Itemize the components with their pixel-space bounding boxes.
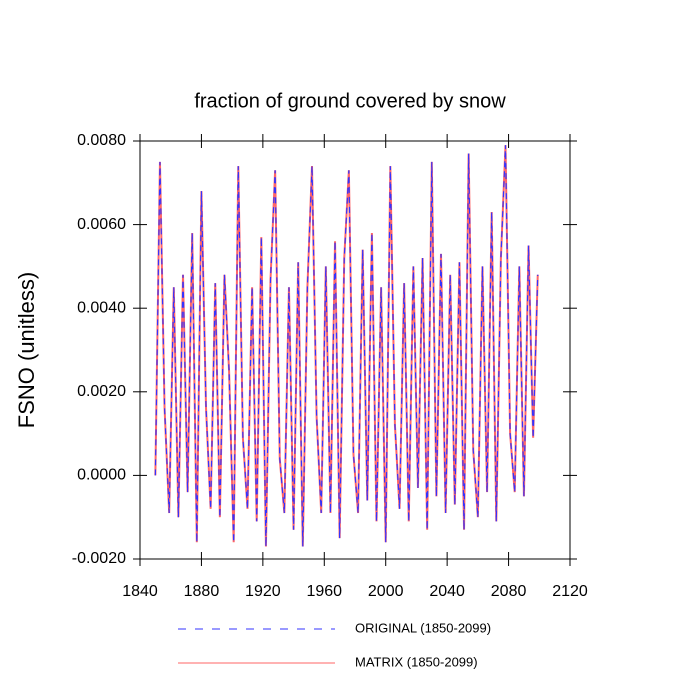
- data-line: [154, 145, 539, 547]
- y-tick-label: -0.0020: [72, 550, 126, 567]
- y-axis-label: FSNO (unitless): [14, 272, 39, 428]
- y-tick-label: 0.0040: [77, 299, 126, 316]
- y-tick-label: 0.0000: [77, 467, 126, 484]
- y-tick-label: 0.0020: [77, 383, 126, 400]
- x-tick-label: 2120: [552, 583, 588, 600]
- x-tick-label: 2040: [429, 583, 465, 600]
- y-tick-label: 0.0060: [77, 216, 126, 233]
- chart-title: fraction of ground covered by snow: [194, 90, 506, 112]
- plot-frame: [139, 140, 571, 560]
- x-tick-label: 1960: [306, 583, 342, 600]
- x-tick-label: 2000: [368, 583, 404, 600]
- y-tick-label: 0.0080: [77, 132, 126, 149]
- x-tick-label: 1920: [245, 583, 281, 600]
- x-tick-label: 1840: [122, 583, 158, 600]
- legend-label: MATRIX (1850-2099): [355, 654, 478, 669]
- legend-label: ORIGINAL (1850-2099): [355, 620, 491, 635]
- data-line: [154, 145, 539, 547]
- x-tick-label: 2080: [491, 583, 527, 600]
- x-tick-label: 1880: [184, 583, 220, 600]
